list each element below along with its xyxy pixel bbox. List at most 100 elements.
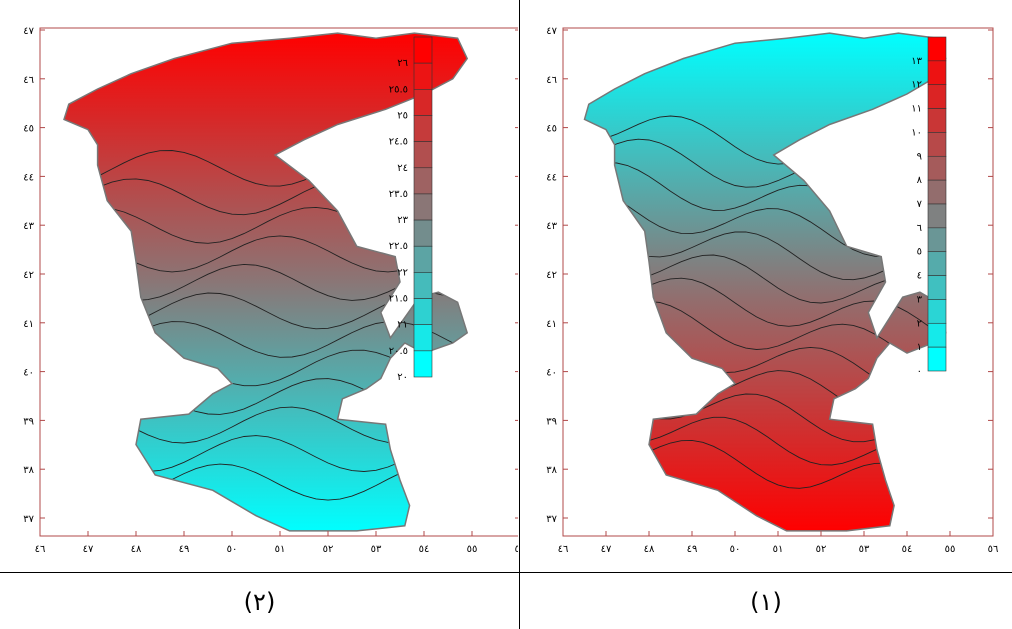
y-tick-label: ٤٣ (546, 221, 557, 232)
y-tick-label: ٣٩ (23, 416, 34, 427)
legend-swatch (413, 245, 433, 273)
legend-label: ١١ (911, 104, 922, 115)
legend-swatch (927, 60, 947, 86)
x-tick-label: ٥١ (275, 544, 286, 555)
legend-label: ١٠ (911, 127, 922, 138)
x-tick-label: ٤٧ (83, 544, 94, 555)
legend-swatch (927, 299, 947, 324)
y-tick-label: ٤٥ (546, 124, 557, 135)
x-tick-label: ٤٨ (644, 544, 655, 555)
legend-label: ١٣ (911, 56, 922, 67)
map-panel-1: ٤٧ ٤٦ ٤٥ ٤٤ ٤٣ ٤٢ ٤١ ٤٠ ٣٩ ٣٨ ٣٧ ٤٦ ٤٧ ٤٨ ٤٩ ٥٠ ٥١ ٥٢ ٥٣ ٥٤… (520, 0, 1012, 629)
legend-swatch (927, 36, 947, 62)
y-tick-label: ٤١ (23, 319, 34, 330)
x-tick-label: ٤٩ (687, 544, 698, 555)
legend-label: ٢٢.٥ (389, 241, 408, 252)
legend-label: ٢٣.٥ (389, 189, 408, 200)
legend-label: ٢٢ (397, 267, 408, 278)
legend-swatch (413, 36, 433, 64)
y-tick-label: ٤٧ (23, 26, 34, 37)
table-divider (0, 572, 1012, 573)
y-tick-label: ٤٧ (546, 26, 557, 37)
legend-label: ٥ (917, 247, 922, 258)
coastline (583, 32, 947, 532)
coastline (63, 32, 469, 532)
sea-fill (64, 33, 468, 531)
y-tick-label: ٤٢ (546, 270, 557, 281)
legend-swatch (927, 108, 947, 133)
legend-label: ٢٥ (397, 110, 408, 121)
x-tick-label: ٥٦ (988, 544, 999, 555)
legend-label: ٦ (917, 223, 922, 234)
y-tick-label: ٤٤ (546, 172, 557, 183)
y-tick-label: ٤٣ (23, 221, 34, 232)
legend-label: ٤ (917, 271, 922, 282)
y-tick-label: ٤٠ (546, 368, 557, 379)
legend-swatch (927, 203, 947, 229)
x-tick-label: ٤٦ (35, 544, 46, 555)
map-panel-2: ٤٧ ٤٦ ٤٥ ٤٤ ٤٣ ٤٢ ٤١ ٤٠ ٣٩ ٣٨ ٣٧ ٤٦ ٤٧ ٤٨ ٤٩ ٥٠ ٥١ ٥٢ ٥٣ ٥٤… (23, 0, 520, 629)
caption-1: (١) (750, 588, 782, 616)
legend-label: ٨ (917, 175, 923, 186)
legend-label: ٣ (917, 294, 923, 305)
legend-swatch (927, 251, 947, 276)
legend-label: ٢٠ (397, 372, 408, 383)
legend-label: ٢٣ (397, 215, 408, 226)
legend-swatch (927, 132, 947, 157)
x-tick-label: ٥٣ (371, 544, 382, 555)
legend-swatch (927, 322, 947, 348)
y-tick-label: ٤٥ (23, 124, 34, 135)
y-tick-label: ٣٨ (23, 465, 34, 476)
x-tick-label: ٥٢ (816, 544, 827, 555)
x-tick-label: ٥٠ (730, 544, 741, 555)
legend: ٢٦ ٢٥.٥ ٢٥ ٢٤.٥ ٢٤ ٢٣.٥ ٢٣ ٢٢.٥ ٢٢ ٢١.٥ ٢١ ٢٠.٥ ٢٠ (389, 36, 433, 383)
legend-label: ١ (917, 342, 922, 353)
legend-swatch (413, 141, 433, 169)
x-tick-label: ٥٥ (467, 544, 478, 555)
y-tick-label: ٤٢ (23, 270, 34, 281)
legend-label: ٠ (917, 366, 922, 377)
legend-label: ٧ (917, 199, 923, 210)
x-tick-label: ٥٦ (515, 544, 518, 555)
x-tick-label: ٥١ (773, 544, 784, 555)
y-tick-label: ٣٩ (546, 416, 557, 427)
y-tick-label: ٤٤ (23, 172, 34, 183)
legend-swatch (413, 350, 433, 378)
legend-swatch (413, 272, 433, 299)
legend-swatch (927, 179, 947, 205)
y-tick-label: ٤٠ (23, 368, 34, 379)
caption-2: (٢) (243, 588, 276, 616)
x-tick-label: ٥٤ (902, 544, 913, 555)
x-tick-label: ٤٨ (131, 544, 142, 555)
x-tick-label: ٥٣ (859, 544, 870, 555)
x-tick-label: ٥٤ (419, 544, 430, 555)
legend-swatch (927, 84, 947, 109)
legend-swatch (413, 324, 433, 352)
legend-swatch (927, 155, 947, 181)
x-tick-label: ٤٦ (558, 544, 569, 555)
map-2: ٤٧ ٤٦ ٤٥ ٤٤ ٤٣ ٤٢ ٤١ ٤٠ ٣٩ ٣٨ ٣٧ ٤٦ ٤٧ ٤٨ ٤٩ ٥٠ ٥١ ٥٢ ٥٣ ٥٤… (23, 26, 518, 555)
legend-swatch (413, 298, 433, 325)
y-tick-label: ٣٧ (23, 514, 34, 525)
legend-label: ٢٠.٥ (389, 346, 408, 357)
y-tick-label: ٤٦ (23, 75, 34, 86)
legend-label: ٩ (917, 151, 922, 162)
legend-swatch (413, 167, 433, 195)
legend-swatch (413, 219, 433, 247)
x-tick-label: ٤٧ (601, 544, 612, 555)
legend-swatch (927, 275, 947, 300)
legend-swatch (413, 193, 433, 221)
legend-swatch (413, 62, 433, 90)
x-tick-label: ٥٥ (945, 544, 956, 555)
legend-label: ٢٤ (397, 163, 408, 174)
x-tick-label: ٥٢ (323, 544, 334, 555)
legend-label: ٢٦ (397, 58, 408, 69)
legend-swatch (413, 89, 433, 116)
legend-label: ١٢ (911, 80, 922, 91)
legend-swatch (927, 346, 947, 372)
legend-label: ٢١ (397, 320, 408, 331)
legend-label: ٢٥.٥ (389, 84, 408, 95)
y-tick-label: ٤١ (546, 319, 557, 330)
